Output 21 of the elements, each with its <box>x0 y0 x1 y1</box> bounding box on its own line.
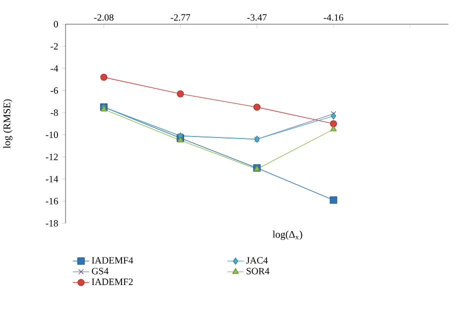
x-tick-label: -4.16 <box>324 14 344 21</box>
y-tick-label: -14 <box>46 176 58 182</box>
y-tick-label: -6 <box>50 87 58 94</box>
legend-label: SOR4 <box>246 268 270 274</box>
y-tick-label: -18 <box>46 220 58 227</box>
y-tick-label: -12 <box>46 154 58 160</box>
y-tick-label: -2 <box>50 43 58 50</box>
y-axis-title: log (RMSE) <box>3 99 12 148</box>
x-tick-label: -3.47 <box>247 14 267 21</box>
legend-label: GS4 <box>92 268 108 274</box>
x-tick-label: -2.77 <box>170 14 190 21</box>
y-tick-label: -4 <box>50 65 58 72</box>
legend-label: IADEMF2 <box>92 278 133 285</box>
legend-label: JAC4 <box>246 257 268 264</box>
y-tick-label: -8 <box>50 109 58 116</box>
y-tick-label: 0 <box>54 20 58 28</box>
x-tick-label: -2.08 <box>94 14 114 21</box>
y-tick-label: -16 <box>46 198 58 204</box>
y-tick-label: -10 <box>46 132 58 138</box>
legend-label: IADEMF4 <box>92 257 134 264</box>
x-axis-title: log(Δ$_{x}$) <box>272 230 302 240</box>
